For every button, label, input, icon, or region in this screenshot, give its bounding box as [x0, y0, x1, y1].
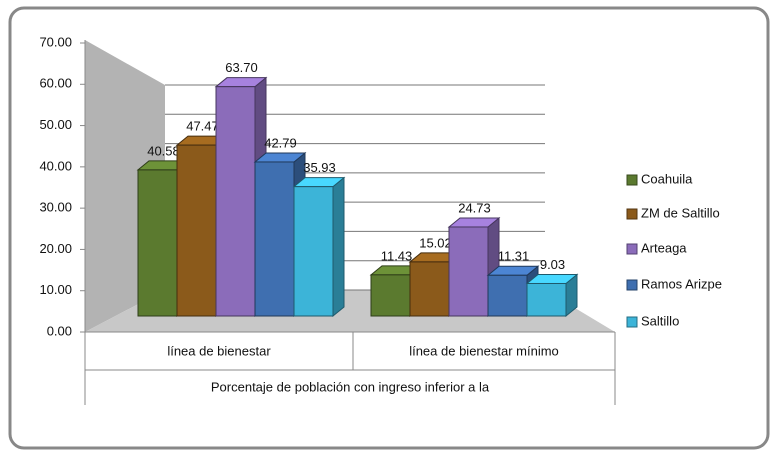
- legend-label: Coahuila: [641, 171, 693, 186]
- legend-label: Arteaga: [641, 240, 687, 255]
- legend-swatch: [626, 316, 638, 328]
- legend-swatch: [626, 243, 638, 255]
- legend-swatch: [626, 174, 638, 186]
- y-tick-label: 0.00: [47, 323, 72, 338]
- bar: [137, 169, 178, 317]
- x-axis-label: Porcentaje de población con ingreso infe…: [211, 379, 490, 394]
- bar: [487, 274, 528, 317]
- legend-swatch: [626, 279, 638, 291]
- legend-label: Ramos Arizpe: [641, 276, 722, 291]
- data-label: 35.93: [303, 160, 336, 175]
- bar-side: [332, 176, 345, 318]
- y-tick-label: 50.00: [39, 117, 72, 132]
- data-label: 40.58: [147, 143, 180, 158]
- data-label: 15.02: [419, 235, 452, 250]
- legend-label: ZM de Saltillo: [641, 205, 720, 220]
- bar: [293, 186, 334, 317]
- legend-swatch: [626, 208, 638, 220]
- y-tick-label: 30.00: [39, 200, 72, 215]
- y-tick-label: 60.00: [39, 76, 72, 91]
- bar: [254, 161, 295, 317]
- chart-frame: [8, 6, 770, 450]
- bar: [215, 86, 256, 317]
- y-tick-label: 10.00: [39, 282, 72, 297]
- data-label: 24.73: [458, 200, 491, 215]
- bar: [526, 282, 567, 317]
- data-label: 63.70: [225, 60, 258, 75]
- data-label: 47.47: [186, 119, 219, 134]
- bar: [448, 226, 489, 317]
- data-label: 11.43: [381, 248, 413, 263]
- bar: [176, 144, 217, 317]
- x-tick-label: línea de bienestar mínimo: [409, 343, 559, 358]
- data-label: 42.79: [264, 135, 297, 150]
- y-tick-label: 40.00: [39, 158, 72, 173]
- bar: [409, 261, 450, 317]
- data-label: 9.03: [540, 257, 565, 272]
- y-tick-label: 20.00: [39, 241, 72, 256]
- y-tick-label: 70.00: [39, 34, 72, 49]
- bar: [370, 274, 411, 317]
- legend-label: Saltillo: [641, 313, 679, 328]
- x-tick-label: línea de bienestar: [167, 343, 271, 358]
- data-label: 11.31: [498, 249, 530, 264]
